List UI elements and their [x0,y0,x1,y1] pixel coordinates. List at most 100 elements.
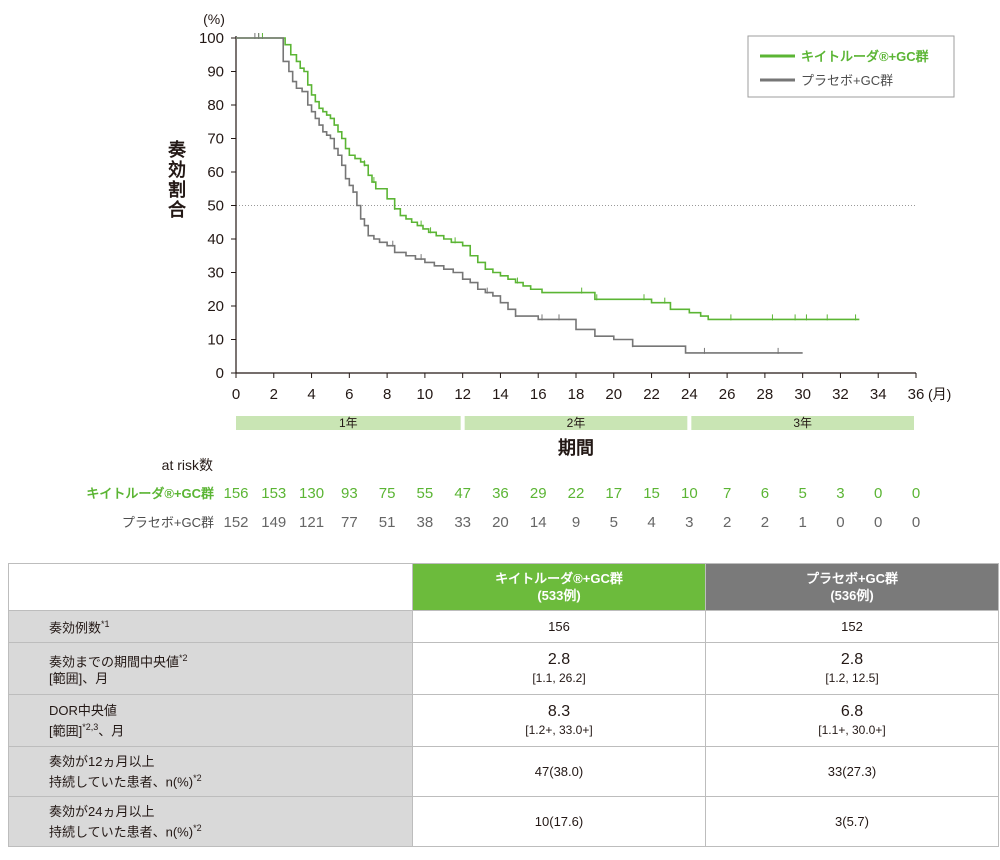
x-tick-label: 34 [870,386,887,403]
value-main: 10(17.6) [534,814,584,829]
legend-label-placebo: プラセボ+GC群 [801,73,893,88]
risk-value-keytruda: 22 [568,485,585,502]
header-keytruda-name: キイトルーダ®+GC群 [495,571,623,586]
value-main: 33(27.3) [827,764,877,779]
risk-value-keytruda: 47 [454,485,471,502]
row-label-line2: [範囲]、月 [49,671,109,687]
risk-value-keytruda: 153 [261,485,286,502]
table-row: DOR中央値 [範囲]*2,3、月 8.3 [1.2+, 33.0+] 6.8 [1.… [8,694,999,747]
row-footnote: *2 [179,652,188,663]
row-value-placebo: 152 [705,610,999,643]
y-tick-label: 50 [207,198,224,215]
risk-value-placebo: 0 [912,514,920,531]
risk-value-keytruda: 17 [605,485,622,502]
row-label-line1: 奏効が24ヵ月以上 [49,803,155,819]
risk-value-placebo: 77 [341,514,358,531]
table-header-row: キイトルーダ®+GC群 (533例) プラセボ+GC群 (536例) [8,563,999,611]
y-tick-label: 100 [199,30,224,47]
x-tick-label: 16 [530,386,547,403]
row-label-line1: 奏効例数 [49,620,102,636]
value-range: [1.1+, 30.0+] [818,723,886,737]
series-line-placebo [236,37,803,354]
risk-value-placebo: 51 [379,514,396,531]
row-footnote: *2,3 [82,721,99,732]
x-tick-label: 10 [417,386,434,403]
x-tick-label: 22 [643,386,660,403]
risk-row-label-placebo: プラセボ+GC群 [122,515,214,530]
value-range: [1.2, 12.5] [825,671,879,685]
series-line-keytruda [236,37,860,321]
x-tick-label: 30 [794,386,811,403]
risk-value-placebo: 4 [647,514,655,531]
x-tick-label: 6 [345,386,353,403]
risk-value-placebo: 14 [530,514,547,531]
row-value-keytruda: 2.8 [1.1, 26.2] [412,642,706,695]
risk-value-keytruda: 3 [836,485,844,502]
row-value-keytruda: 156 [412,610,706,643]
table-row: 奏効例数*1 156 152 [8,610,999,643]
row-label: 奏効例数*1 [8,610,413,643]
response-table: キイトルーダ®+GC群 (533例) プラセボ+GC群 (536例) 奏効例数*… [8,563,999,847]
value-main: 152 [841,619,863,634]
y-tick-label: 90 [207,64,224,81]
row-label-line2: 持続していた患者、n(%) [49,824,194,840]
row-footnote: *2 [193,772,202,783]
risk-value-keytruda: 93 [341,485,358,502]
row-value-keytruda: 8.3 [1.2+, 33.0+] [412,694,706,747]
row-label: 奏効が12ヵ月以上 持続していた患者、n(%)*2 [8,746,413,797]
value-main: 6.8 [840,703,864,720]
row-label-line1: 奏効までの期間中央値 [49,654,180,670]
row-value-keytruda: 10(17.6) [412,796,706,847]
row-value-placebo: 33(27.3) [705,746,999,797]
value-main: 8.3 [547,703,571,720]
row-value-placebo: 6.8 [1.1+, 30.0+] [705,694,999,747]
risk-value-keytruda: 75 [379,485,396,502]
risk-value-keytruda: 29 [530,485,547,502]
table-row: 奏効までの期間中央値*2 [範囲]、月 2.8 [1.1, 26.2] 2.8 [1.… [8,642,999,695]
risk-value-placebo: 2 [761,514,769,531]
row-value-placebo: 3(5.7) [705,796,999,847]
value-main: 2.8 [547,651,571,668]
x-tick-label: 18 [568,386,585,403]
x-tick-label: 14 [492,386,509,403]
table-header-keytruda: キイトルーダ®+GC群 (533例) [412,563,706,611]
risk-value-placebo: 9 [572,514,580,531]
row-value-keytruda: 47(38.0) [412,746,706,797]
row-footnote: *2 [193,822,202,833]
value-main: 47(38.0) [534,764,584,779]
x-tick-label: 2 [270,386,278,403]
x-tick-label: 8 [383,386,391,403]
header-keytruda-n: (533例) [537,588,581,603]
risk-value-keytruda: 0 [912,485,920,502]
table-row: 奏効が12ヵ月以上 持続していた患者、n(%)*2 47(38.0) 33(27.… [8,746,999,797]
year-band [464,416,688,430]
value-main: 3(5.7) [835,814,869,829]
value-range: [1.2+, 33.0+] [525,723,593,737]
x-tick-label: 28 [757,386,774,403]
risk-value-keytruda: 7 [723,485,731,502]
row-label: DOR中央値 [範囲]*2,3、月 [8,694,413,747]
risk-value-placebo: 1 [798,514,806,531]
x-tick-label: 0 [232,386,240,403]
x-tick-label: 12 [454,386,471,403]
risk-value-placebo: 5 [610,514,618,531]
row-label-line2: [範囲] [49,723,83,739]
y-tick-label: 70 [207,131,224,148]
legend-box [747,35,955,98]
y-tick-label: 20 [207,298,224,315]
risk-value-keytruda: 5 [798,485,806,502]
risk-value-keytruda: 6 [761,485,769,502]
y-unit-label: (%) [203,11,225,27]
row-value-placebo: 2.8 [1.2, 12.5] [705,642,999,695]
x-tick-label: 32 [832,386,849,403]
risk-value-placebo: 3 [685,514,693,531]
risk-header: at risk数 [162,457,213,473]
value-main: 156 [548,619,570,634]
x-tick-label: 4 [307,386,315,403]
year-band-label: 3年 [793,416,812,430]
legend-label-keytruda: キイトルーダ®+GC群 [801,49,929,64]
row-label: 奏効が24ヵ月以上持続していた患者、n(%)*2 [8,796,413,847]
value-main: 2.8 [840,651,864,668]
row-label: 奏効までの期間中央値*2 [範囲]、月 [8,642,413,695]
risk-value-placebo: 121 [299,514,324,531]
